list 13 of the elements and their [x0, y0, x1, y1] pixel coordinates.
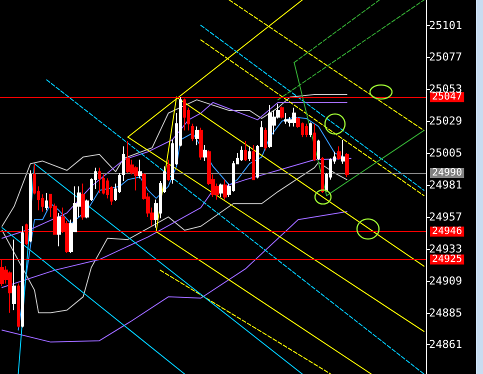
- y-tick-label: 24957: [429, 210, 462, 224]
- y-tick-label: 25005: [429, 146, 462, 160]
- y-tick-label: 25101: [429, 18, 462, 32]
- y-tick-label: 25029: [429, 114, 462, 128]
- ref-line-label: 24990: [432, 168, 462, 179]
- y-tick-label: 24981: [429, 178, 462, 192]
- ref-line-label: 24946: [432, 226, 462, 238]
- y-tick-label: 24909: [429, 274, 462, 288]
- y-tick-label: 24885: [429, 306, 462, 320]
- y-tick-label: 25077: [429, 50, 462, 64]
- y-tick-label: 24861: [429, 338, 462, 352]
- y-tick-label: 24933: [429, 242, 462, 256]
- ref-line-label: 24925: [432, 254, 462, 266]
